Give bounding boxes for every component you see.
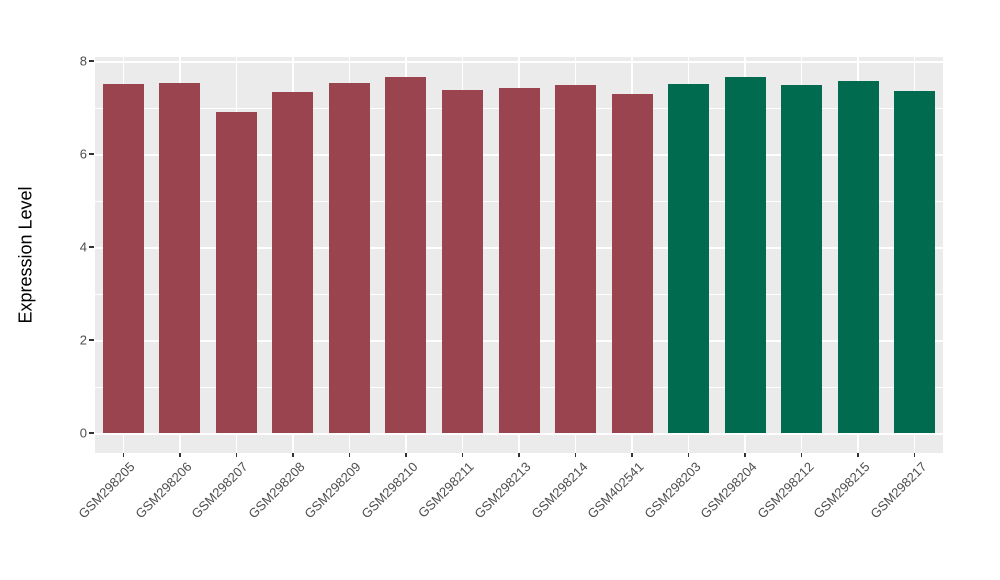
x-tick-label: GSM298210 [358, 459, 421, 522]
x-tick-mark [461, 453, 464, 457]
x-tick-label: GSM298209 [301, 459, 364, 522]
plot-panel [95, 57, 943, 453]
x-tick-mark [913, 453, 916, 457]
x-tick-mark [518, 453, 520, 457]
x-tick-label: GSM298215 [810, 459, 873, 522]
bar-GSM402541 [611, 94, 653, 433]
x-tick-label: GSM298213 [471, 459, 534, 522]
x-tick-label: GSM298206 [132, 459, 195, 522]
y-tick-mark [89, 246, 94, 248]
bar-GSM298205 [102, 84, 144, 433]
y-tick-mark [89, 339, 94, 341]
x-tick-label: GSM298208 [245, 459, 308, 522]
x-tick-mark [179, 453, 181, 457]
bar-GSM298208 [272, 92, 314, 433]
x-tick-mark [235, 453, 238, 457]
x-tick-label: GSM298203 [640, 459, 704, 522]
x-tick-mark [122, 453, 125, 457]
y-tick-mark [89, 60, 94, 62]
y-axis-title: Expression Level [15, 186, 36, 324]
x-tick-mark [687, 453, 690, 457]
bar-GSM298207 [215, 112, 257, 433]
y-tick-mark [89, 153, 94, 155]
x-tick-mark [744, 453, 746, 457]
x-tick-mark [857, 453, 859, 457]
y-tick-label: 2 [79, 332, 87, 348]
x-tick-label: GSM298217 [867, 459, 930, 522]
bar-GSM298210 [385, 76, 427, 433]
y-tick-label: 4 [79, 239, 87, 255]
y-tick-label: 8 [79, 53, 87, 69]
x-tick-label: GSM298212 [754, 459, 817, 522]
x-tick-label: GSM298214 [527, 459, 591, 522]
x-tick-label: GSM298204 [697, 459, 760, 522]
x-tick-mark [800, 453, 803, 457]
x-tick-label: GSM298205 [75, 459, 138, 522]
y-tick-label: 0 [79, 425, 87, 441]
bar-GSM298217 [894, 90, 936, 433]
bar-GSM298204 [724, 76, 766, 433]
x-tick-mark [348, 453, 351, 457]
y-tick-mark [89, 432, 94, 434]
x-tick-label: GSM402541 [584, 459, 647, 522]
x-tick-mark [631, 453, 633, 457]
bar-GSM298211 [441, 89, 483, 433]
x-tick-label: GSM298211 [415, 459, 478, 521]
bar-GSM298212 [781, 85, 823, 433]
bar-GSM298203 [668, 84, 710, 433]
x-tick-mark [574, 453, 577, 457]
x-tick-label: GSM298207 [188, 459, 251, 522]
bar-GSM298209 [328, 83, 370, 433]
bar-GSM298206 [159, 82, 201, 433]
bar-GSM298214 [555, 85, 597, 433]
x-tick-mark [292, 453, 294, 457]
bar-GSM298213 [498, 87, 540, 433]
bar-GSM298215 [837, 80, 879, 433]
y-tick-label: 6 [79, 146, 87, 162]
x-tick-mark [405, 453, 407, 457]
